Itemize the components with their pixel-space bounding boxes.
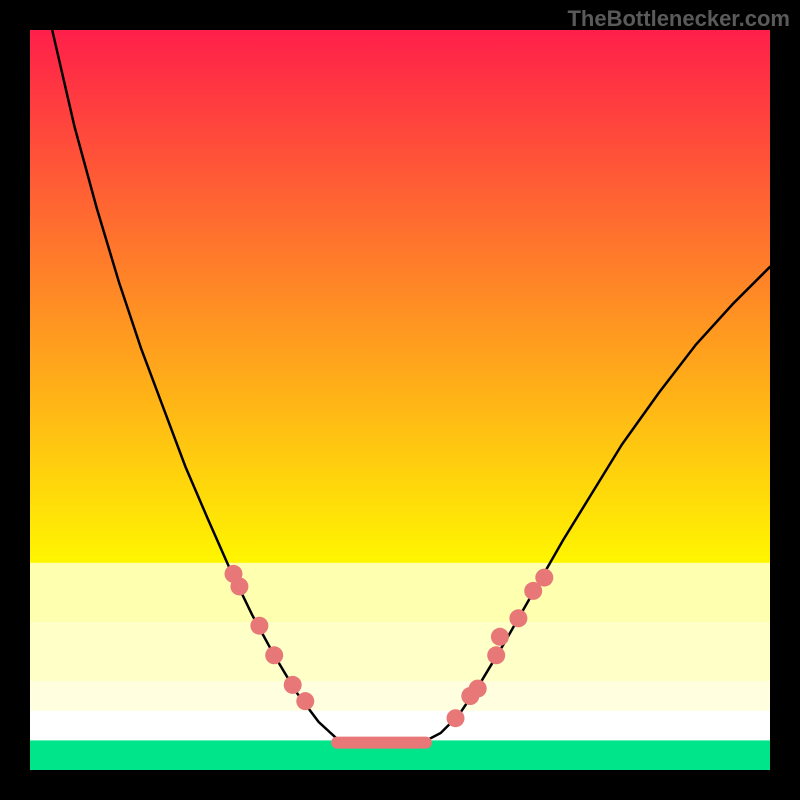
data-marker [284,676,302,694]
gradient-band [30,622,770,682]
bottleneck-chart [30,30,770,770]
watermark-text: TheBottlenecker.com [567,6,790,32]
data-marker [447,709,465,727]
data-marker [469,680,487,698]
gradient-band [30,30,770,563]
data-marker [250,617,268,635]
data-marker [487,646,505,664]
data-marker [230,577,248,595]
gradient-band [30,563,770,623]
data-marker [265,646,283,664]
data-marker [491,628,509,646]
data-marker [296,692,314,710]
data-marker [509,609,527,627]
data-marker [535,569,553,587]
gradient-band [30,681,770,711]
chart-frame [30,30,770,770]
gradient-band [30,711,770,741]
